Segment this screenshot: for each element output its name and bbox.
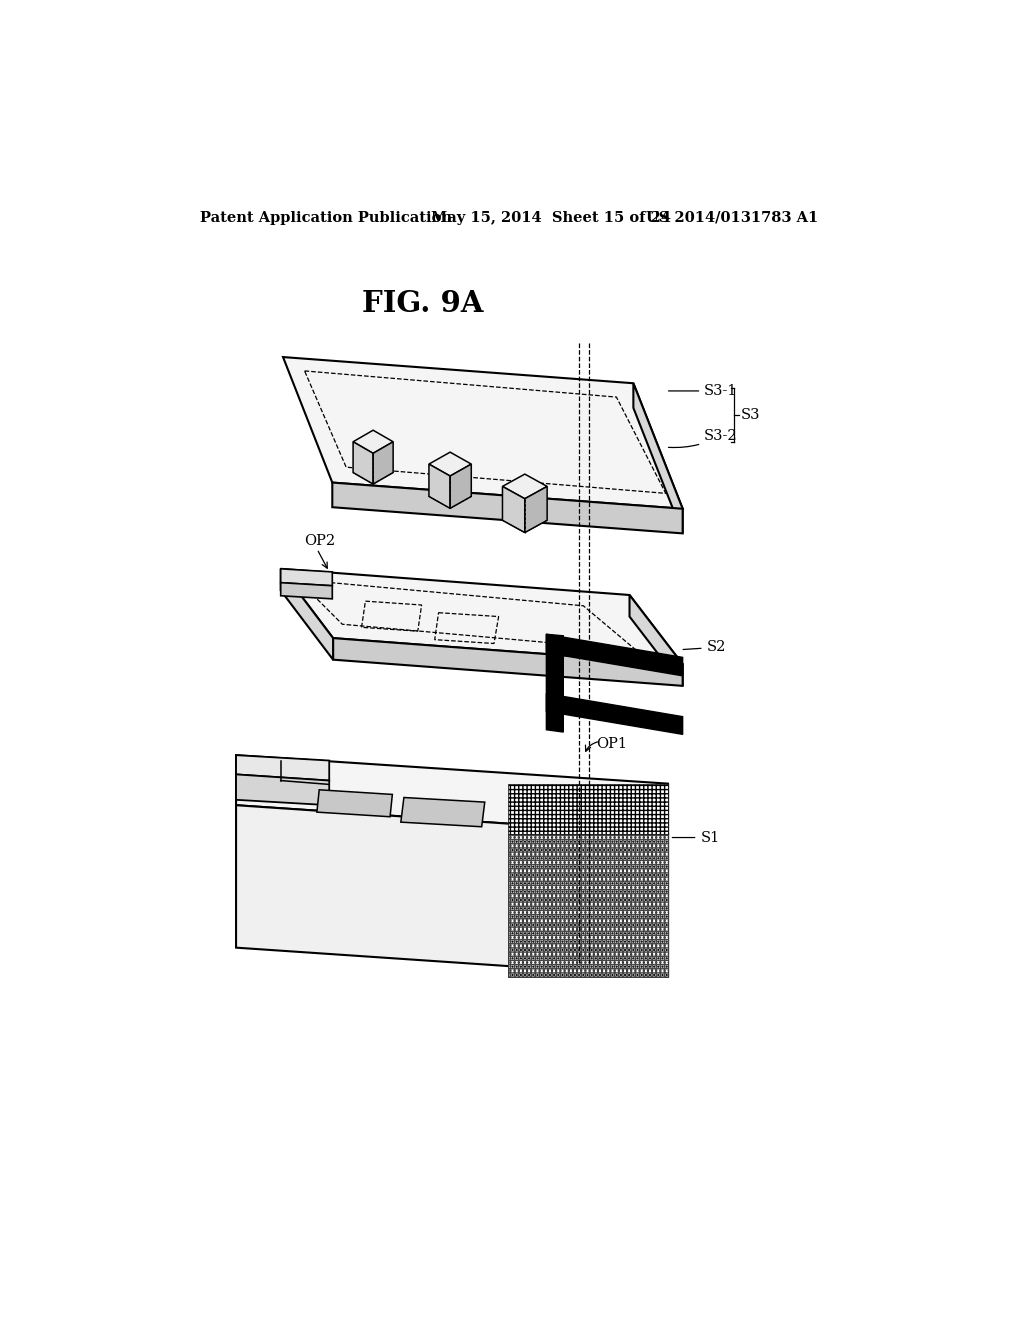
Polygon shape <box>508 784 668 834</box>
Text: S1: S1 <box>673 830 720 845</box>
Text: May 15, 2014  Sheet 15 of 24: May 15, 2014 Sheet 15 of 24 <box>431 211 671 224</box>
Text: OP1: OP1 <box>596 738 628 751</box>
Polygon shape <box>451 465 471 508</box>
Polygon shape <box>373 442 393 484</box>
Polygon shape <box>508 834 668 977</box>
Polygon shape <box>503 487 524 533</box>
Text: S3-2: S3-2 <box>669 429 738 447</box>
Polygon shape <box>429 453 471 477</box>
Polygon shape <box>237 755 668 834</box>
Polygon shape <box>283 358 683 508</box>
Polygon shape <box>400 797 484 826</box>
Text: FIG. 9A: FIG. 9A <box>362 289 484 318</box>
Polygon shape <box>547 693 683 734</box>
Polygon shape <box>524 487 547 533</box>
Polygon shape <box>503 474 547 499</box>
Polygon shape <box>547 635 563 733</box>
Polygon shape <box>281 569 333 586</box>
Polygon shape <box>237 805 668 977</box>
Polygon shape <box>281 569 683 664</box>
Text: S3: S3 <box>741 408 761 422</box>
Text: OP2: OP2 <box>304 535 336 548</box>
Polygon shape <box>281 582 333 599</box>
Polygon shape <box>333 638 683 686</box>
Text: Patent Application Publication: Patent Application Publication <box>200 211 452 224</box>
Polygon shape <box>333 483 683 533</box>
Polygon shape <box>237 775 330 805</box>
Polygon shape <box>353 430 393 453</box>
Text: S3-1: S3-1 <box>669 384 737 397</box>
Polygon shape <box>237 755 330 780</box>
Text: US 2014/0131783 A1: US 2014/0131783 A1 <box>646 211 819 224</box>
Polygon shape <box>630 595 683 686</box>
Text: S2: S2 <box>683 640 726 655</box>
Polygon shape <box>316 789 392 817</box>
Polygon shape <box>547 635 683 676</box>
Polygon shape <box>281 569 333 660</box>
Polygon shape <box>634 383 683 533</box>
Polygon shape <box>353 442 373 484</box>
Polygon shape <box>429 465 451 508</box>
